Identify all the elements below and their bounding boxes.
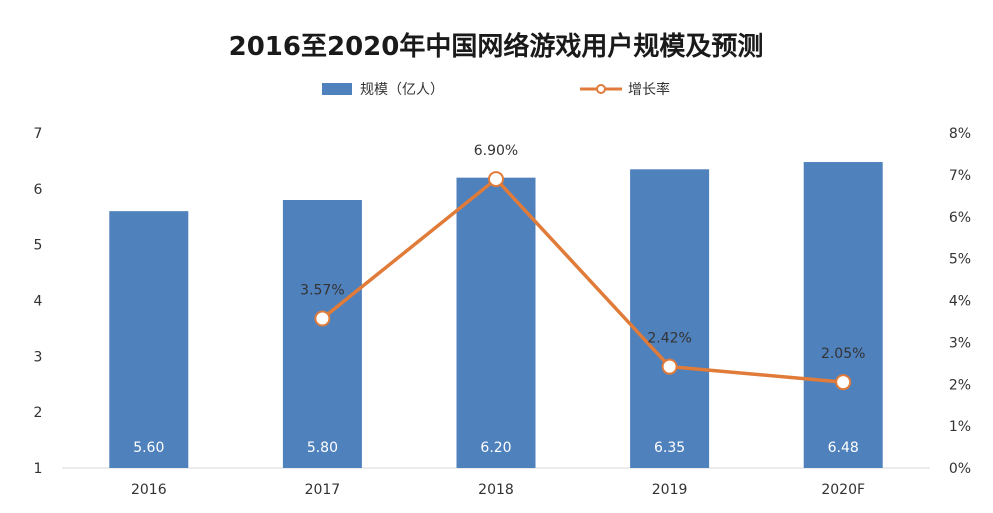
- left-axis-tick-label: 6: [34, 182, 43, 198]
- right-axis-tick-label: 8%: [949, 126, 971, 142]
- right-axis-tick-label: 7%: [949, 168, 971, 184]
- right-axis-tick-label: 0%: [949, 461, 971, 477]
- x-axis: 2016 2017 2018 2019 2020F: [131, 482, 865, 498]
- growth-line: [321, 177, 844, 384]
- line-value-label: 3.57%: [300, 283, 344, 299]
- line-point: [835, 374, 852, 391]
- line-value-label: 6.90%: [474, 143, 518, 159]
- line-series: 3.57% 6.90% 2.42% 2.05%: [300, 143, 865, 391]
- bar: [282, 200, 362, 468]
- right-axis-tick-label: 1%: [949, 419, 971, 435]
- legend: 规模（亿人） 增长率: [322, 81, 670, 98]
- legend-bar-swatch: [322, 83, 352, 95]
- left-axis-tick-label: 7: [34, 126, 43, 142]
- right-axis-tick-label: 5%: [949, 252, 971, 268]
- left-axis-tick-label: 3: [34, 349, 43, 365]
- right-axis-tick-label: 2%: [949, 377, 971, 393]
- bar-value-label: 5.80: [307, 440, 338, 456]
- x-axis-tick-label: 2016: [131, 482, 167, 498]
- bar-value-label: 5.60: [133, 440, 164, 456]
- left-axis-tick-label: 5: [34, 238, 43, 254]
- line-point: [661, 358, 678, 375]
- bar-value-label: 6.20: [480, 440, 511, 456]
- line-value-label: 2.42%: [647, 331, 691, 347]
- legend-line-label: 增长率: [628, 81, 670, 98]
- x-axis-tick-label: 2018: [478, 482, 514, 498]
- bar: [456, 177, 536, 468]
- bar: [109, 211, 189, 468]
- bar-value-label: 6.48: [828, 440, 859, 456]
- legend-bar-label: 规模（亿人）: [360, 82, 444, 98]
- left-axis-tick-label: 2: [34, 405, 43, 421]
- bar: [803, 162, 883, 469]
- line-point: [314, 310, 331, 327]
- right-axis-tick-label: 3%: [949, 335, 971, 351]
- bar-value-label: 6.35: [654, 440, 685, 456]
- bar: [630, 169, 710, 468]
- right-axis-tick-label: 6%: [949, 210, 971, 226]
- line-point: [488, 171, 504, 188]
- left-axis-tick-label: 1: [34, 461, 43, 477]
- right-axis-tick-label: 4%: [949, 294, 971, 310]
- bar-series: 5.60 5.80 6.20 6.35 6.48: [109, 162, 883, 469]
- left-axis: 1 2 3 4 5 6 7: [34, 126, 43, 477]
- right-axis: 0% 1% 2% 3% 4% 5% 6% 7% 8%: [949, 126, 971, 477]
- x-axis-tick-label: 2020F: [821, 482, 865, 498]
- legend-line-marker: [596, 84, 606, 94]
- chart-title: 2016至2020年中国网络游戏用户规模及预测: [229, 31, 764, 62]
- x-axis-tick-label: 2017: [305, 482, 341, 498]
- x-axis-tick-label: 2019: [652, 482, 688, 498]
- left-axis-tick-label: 4: [34, 294, 43, 310]
- line-value-label: 2.05%: [821, 346, 865, 362]
